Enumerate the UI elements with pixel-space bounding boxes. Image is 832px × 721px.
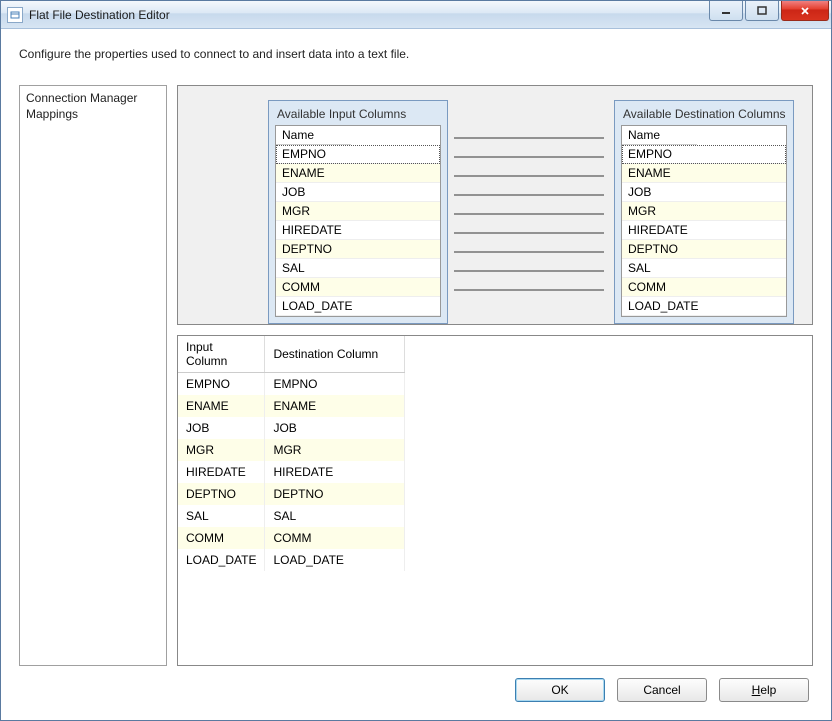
dest-columns-title: Available Destination Columns <box>621 107 787 121</box>
grid-cell-input[interactable]: SAL <box>178 505 265 527</box>
grid-cell-input[interactable]: COMM <box>178 527 265 549</box>
table-row[interactable]: EMPNOEMPNO <box>178 373 405 396</box>
grid-cell-dest[interactable]: HIREDATE <box>265 461 405 483</box>
minimize-button[interactable] <box>709 1 743 21</box>
table-row[interactable]: SALSAL <box>178 505 405 527</box>
app-icon <box>7 7 23 23</box>
dialog-buttons: OK Cancel Help <box>19 666 813 710</box>
grid-cell-input[interactable]: ENAME <box>178 395 265 417</box>
main-row: Connection Manager Mappings Available In… <box>19 85 813 666</box>
input-columns-list: Name EMPNOENAMEJOBMGRHIREDATEDEPTNOSALCO… <box>275 125 441 317</box>
grid-cell-input[interactable]: MGR <box>178 439 265 461</box>
column-item[interactable]: HIREDATE <box>276 221 440 240</box>
mapping-connectors <box>454 100 604 310</box>
column-item[interactable]: LOAD_DATE <box>276 297 440 316</box>
column-item[interactable]: EMPNO <box>622 145 786 164</box>
grid-cell-dest[interactable]: DEPTNO <box>265 483 405 505</box>
grid-header-dest[interactable]: Destination Column <box>265 336 405 373</box>
grid-header-input[interactable]: Input Column <box>178 336 265 373</box>
editor-window: Flat File Destination Editor Configure t… <box>0 0 832 721</box>
cancel-button[interactable]: Cancel <box>617 678 707 702</box>
close-button[interactable] <box>781 1 829 21</box>
input-columns-box: Available Input Columns Name EMPNOENAMEJ… <box>268 100 448 324</box>
mapping-table: Input Column Destination Column EMPNOEMP… <box>178 336 405 571</box>
table-row[interactable]: ENAMEENAME <box>178 395 405 417</box>
mapping-diagram: Available Input Columns Name EMPNOENAMEJ… <box>177 85 813 325</box>
table-row[interactable]: MGRMGR <box>178 439 405 461</box>
grid-cell-dest[interactable]: SAL <box>265 505 405 527</box>
column-item[interactable]: LOAD_DATE <box>622 297 786 316</box>
input-columns-title: Available Input Columns <box>275 107 441 121</box>
column-header: Name <box>622 126 697 145</box>
column-item[interactable]: COMM <box>276 278 440 297</box>
help-button[interactable]: Help <box>719 678 809 702</box>
column-item[interactable]: MGR <box>276 202 440 221</box>
column-item[interactable]: SAL <box>622 259 786 278</box>
grid-cell-dest[interactable]: JOB <box>265 417 405 439</box>
column-header: Name <box>276 126 351 145</box>
table-row[interactable]: COMMCOMM <box>178 527 405 549</box>
table-row[interactable]: DEPTNODEPTNO <box>178 483 405 505</box>
grid-cell-dest[interactable]: LOAD_DATE <box>265 549 405 571</box>
column-item[interactable]: DEPTNO <box>622 240 786 259</box>
titlebar: Flat File Destination Editor <box>1 1 831 29</box>
column-item[interactable]: JOB <box>276 183 440 202</box>
column-item[interactable]: SAL <box>276 259 440 278</box>
description-text: Configure the properties used to connect… <box>19 47 813 61</box>
grid-cell-input[interactable]: JOB <box>178 417 265 439</box>
column-item[interactable]: DEPTNO <box>276 240 440 259</box>
column-item[interactable]: JOB <box>622 183 786 202</box>
grid-cell-dest[interactable]: COMM <box>265 527 405 549</box>
window-title: Flat File Destination Editor <box>29 8 709 22</box>
table-row[interactable]: LOAD_DATELOAD_DATE <box>178 549 405 571</box>
maximize-button[interactable] <box>745 1 779 21</box>
right-pane: Available Input Columns Name EMPNOENAMEJ… <box>177 85 813 666</box>
grid-cell-input[interactable]: HIREDATE <box>178 461 265 483</box>
ok-button[interactable]: OK <box>515 678 605 702</box>
column-item[interactable]: HIREDATE <box>622 221 786 240</box>
mapping-grid: Input Column Destination Column EMPNOEMP… <box>177 335 813 666</box>
dest-columns-list: Name EMPNOENAMEJOBMGRHIREDATEDEPTNOSALCO… <box>621 125 787 317</box>
sidebar-item-connection-manager[interactable]: Connection Manager <box>26 90 160 106</box>
column-item[interactable]: MGR <box>622 202 786 221</box>
column-item[interactable]: EMPNO <box>276 145 440 164</box>
window-controls <box>709 1 831 28</box>
grid-cell-dest[interactable]: EMPNO <box>265 373 405 396</box>
grid-cell-input[interactable]: EMPNO <box>178 373 265 396</box>
table-row[interactable]: HIREDATEHIREDATE <box>178 461 405 483</box>
content: Configure the properties used to connect… <box>1 29 831 720</box>
column-item[interactable]: ENAME <box>276 164 440 183</box>
grid-cell-dest[interactable]: ENAME <box>265 395 405 417</box>
column-item[interactable]: ENAME <box>622 164 786 183</box>
grid-cell-dest[interactable]: MGR <box>265 439 405 461</box>
sidebar-item-mappings[interactable]: Mappings <box>26 106 160 122</box>
column-item[interactable]: COMM <box>622 278 786 297</box>
dest-columns-box: Available Destination Columns Name EMPNO… <box>614 100 794 324</box>
grid-cell-input[interactable]: DEPTNO <box>178 483 265 505</box>
sidebar: Connection Manager Mappings <box>19 85 167 666</box>
grid-cell-input[interactable]: LOAD_DATE <box>178 549 265 571</box>
table-row[interactable]: JOBJOB <box>178 417 405 439</box>
